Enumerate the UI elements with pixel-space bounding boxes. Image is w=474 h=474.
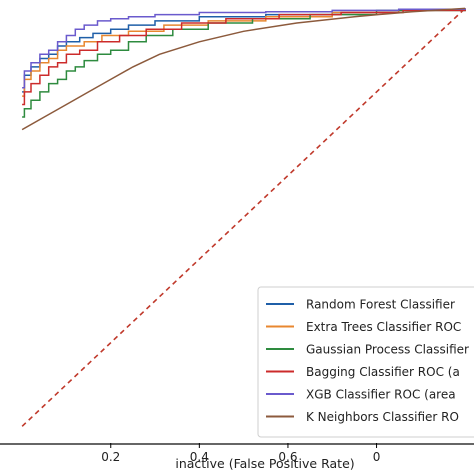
x-tick-label: 0.6 bbox=[278, 450, 297, 464]
series-line-5 bbox=[22, 8, 466, 89]
legend-label: K Neighbors Classifier RO bbox=[306, 410, 459, 424]
legend: Random Forest Classifier Extra Trees Clas… bbox=[257, 286, 474, 438]
chance-diagonal-line bbox=[21, 7, 466, 427]
legend-label: XGB Classifier ROC (area bbox=[306, 388, 456, 402]
x-tick-layer: 0.2 0.4 0.6 0 bbox=[101, 443, 380, 464]
series-line-4 bbox=[22, 8, 466, 106]
series-layer bbox=[21, 7, 466, 131]
x-tick-label: 0.2 bbox=[101, 450, 120, 464]
x-tick-label: 0 bbox=[373, 450, 381, 464]
reference-line-layer bbox=[21, 7, 466, 427]
series-line-6 bbox=[21, 7, 466, 131]
legend-box bbox=[257, 286, 474, 438]
legend-label: Extra Trees Classifier ROC bbox=[306, 320, 461, 334]
series-line-2 bbox=[22, 8, 466, 97]
legend-label: Gaussian Process Classifier bbox=[306, 343, 469, 357]
x-axis-label: inactive (False Positive Rate) bbox=[175, 456, 354, 471]
plot-frame bbox=[0, 443, 474, 445]
x-tick-label: 0.4 bbox=[190, 450, 209, 464]
legend-label: Random Forest Classifier bbox=[306, 298, 455, 312]
legend-label: Bagging Classifier ROC (a bbox=[306, 365, 460, 379]
